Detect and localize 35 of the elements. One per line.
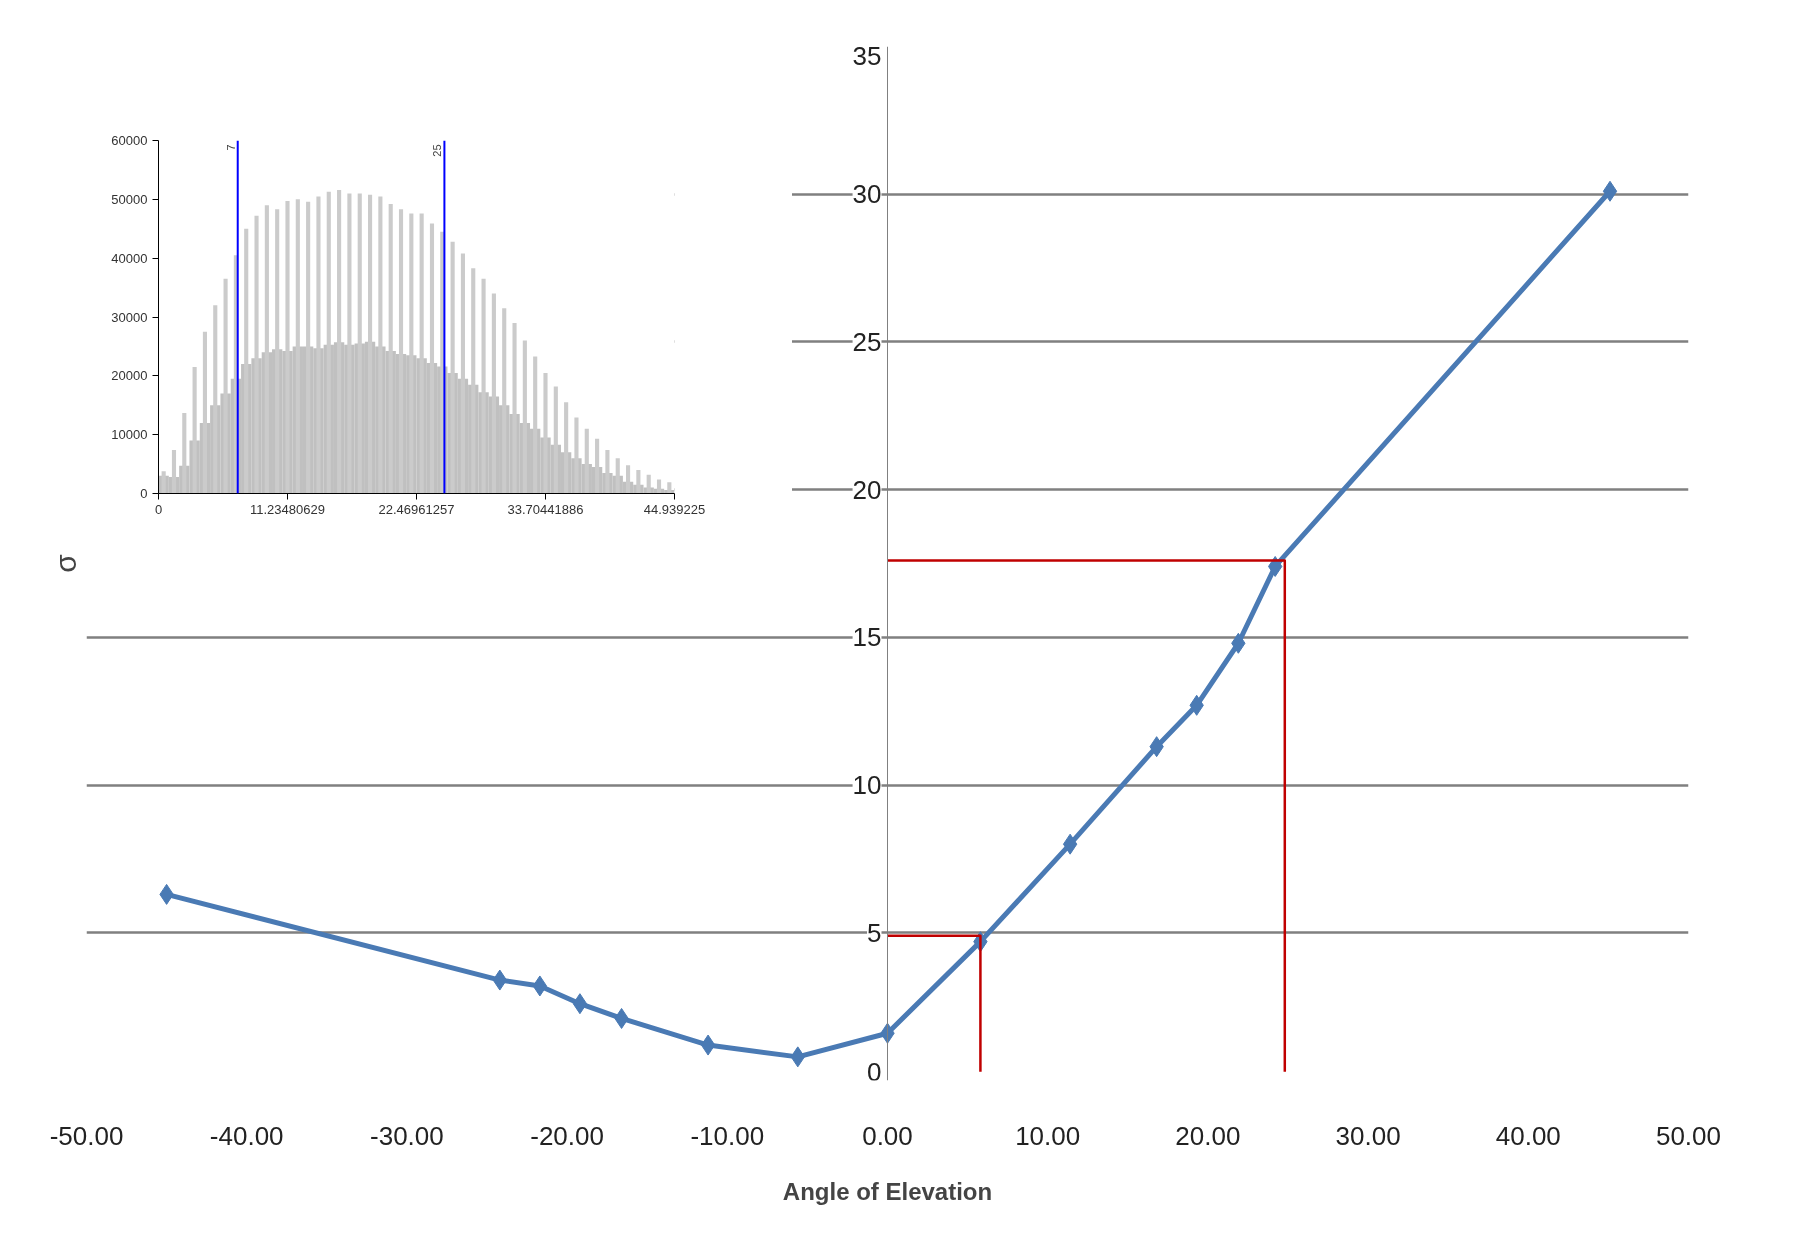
x-tick-label: 44.939225: [643, 501, 706, 517]
x-tick-label: 0.00: [862, 1120, 913, 1151]
y-tick-label: 30000: [111, 309, 148, 325]
x-tick-label: 40.00: [1495, 1120, 1561, 1151]
y-tick-label: 20000: [111, 368, 148, 384]
x-tick-label: 0: [154, 501, 163, 517]
y-tick-label: 0: [140, 486, 148, 501]
x-tick-label: 50.00: [1655, 1120, 1722, 1151]
ref-line-label: 25: [431, 144, 444, 157]
ref-line-label: 7: [224, 144, 237, 151]
x-tick-label: -50.00: [49, 1120, 124, 1151]
x-tick-label: 11.23480629: [250, 501, 325, 517]
x-tick-label: 22.46961257: [378, 501, 455, 517]
y-tick-label: 0: [867, 1056, 882, 1087]
y-tick-label: 15: [852, 622, 882, 653]
y-tick-label: 10000: [111, 427, 148, 443]
x-tick-label: 10.00: [1015, 1120, 1081, 1151]
y-tick-label: 30: [852, 179, 882, 210]
y-tick-label: 5: [867, 917, 882, 948]
x-tick-label: 20.00: [1175, 1120, 1241, 1151]
x-axis-title: Angle of Elevation: [782, 1177, 993, 1205]
x-tick-label: 33.70441886: [507, 501, 584, 517]
x-tick-label: 30.00: [1335, 1120, 1401, 1151]
y-tick-label: 25: [852, 326, 882, 357]
y-tick-label: 40000: [111, 250, 148, 266]
x-tick-label: -10.00: [690, 1120, 765, 1151]
x-tick-label: -20.00: [530, 1120, 604, 1151]
y-tick-label: 50000: [111, 191, 148, 207]
y-axis-title: σ: [48, 553, 82, 573]
y-tick-label: 10: [852, 770, 882, 801]
x-tick-label: -30.00: [370, 1120, 444, 1151]
y-tick-label: 35: [852, 40, 882, 71]
y-tick-label: 60000: [111, 133, 148, 148]
x-tick-label: -40.00: [209, 1120, 284, 1151]
y-tick-label: 20: [852, 474, 882, 505]
